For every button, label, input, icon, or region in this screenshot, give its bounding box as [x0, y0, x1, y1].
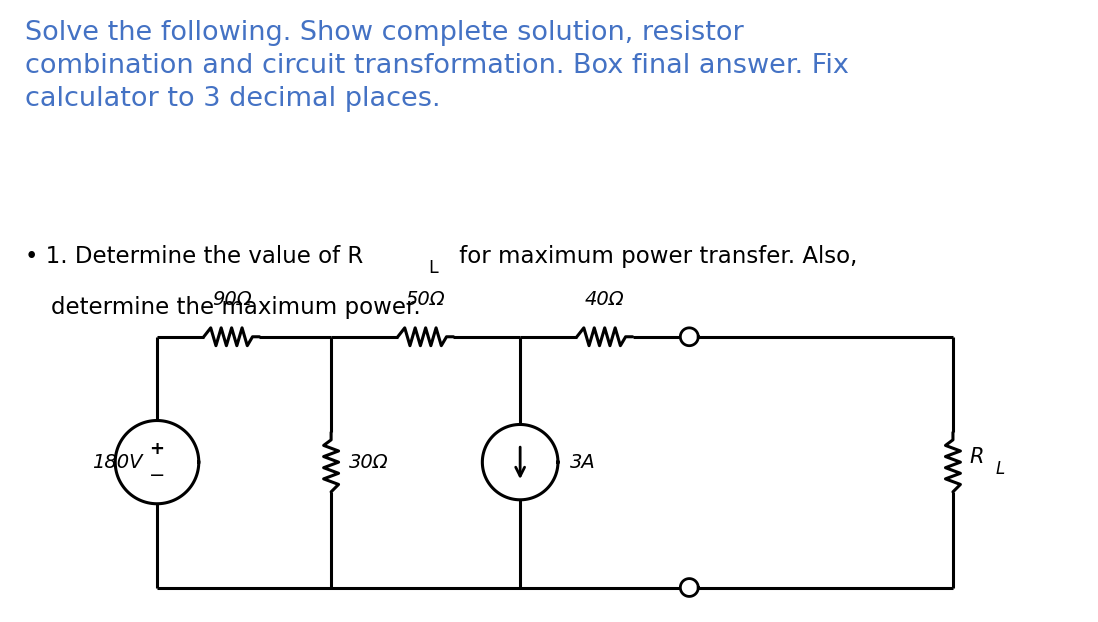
Text: +: +	[149, 440, 165, 458]
Text: • 1. Determine the value of R: • 1. Determine the value of R	[24, 244, 363, 267]
Text: L: L	[428, 259, 438, 277]
Text: L: L	[996, 460, 1005, 478]
Text: 180V: 180V	[91, 453, 142, 471]
Text: 40Ω: 40Ω	[585, 290, 625, 309]
Text: 3A: 3A	[570, 453, 595, 471]
Polygon shape	[681, 328, 698, 346]
Text: Solve the following. Show complete solution, resistor
combination and circuit tr: Solve the following. Show complete solut…	[24, 20, 849, 111]
Text: −: −	[149, 465, 165, 485]
Polygon shape	[681, 578, 698, 596]
Polygon shape	[115, 420, 199, 504]
Text: R: R	[970, 447, 985, 467]
Text: 50Ω: 50Ω	[406, 290, 446, 309]
Text: determine the maximum power.: determine the maximum power.	[51, 296, 421, 319]
Text: 90Ω: 90Ω	[212, 290, 251, 309]
Polygon shape	[482, 424, 558, 500]
Text: for maximum power transfer. Also,: for maximum power transfer. Also,	[452, 244, 858, 267]
Text: 30Ω: 30Ω	[349, 453, 389, 471]
